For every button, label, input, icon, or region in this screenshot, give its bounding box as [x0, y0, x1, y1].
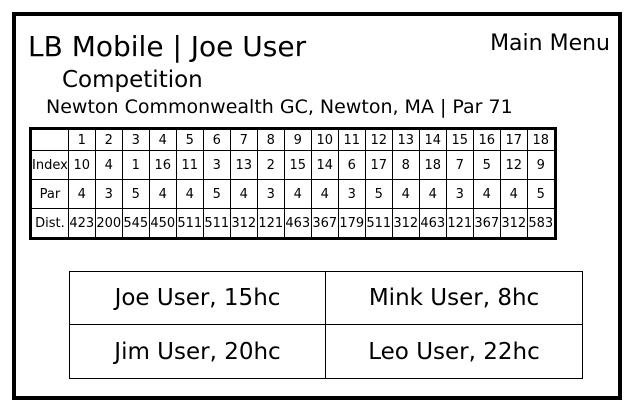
- hole-number-cell: 4: [148, 128, 177, 151]
- hole-number-cell: 10: [310, 128, 339, 151]
- player-button[interactable]: Jim User, 20hc: [70, 325, 326, 378]
- course-info: Newton Commonwealth GC, Newton, MA | Par…: [46, 96, 513, 118]
- scorecard-cell: 3: [445, 179, 474, 209]
- player-button[interactable]: Joe User, 15hc: [70, 272, 326, 325]
- hole-number-cell: 8: [256, 128, 285, 151]
- scorecard-cell: 450: [148, 208, 177, 239]
- scorecard-cell: 5: [526, 179, 556, 209]
- scorecard-cell: 4: [499, 179, 528, 209]
- player-button[interactable]: Leo User, 22hc: [368, 338, 540, 365]
- scorecard-cell: 4: [283, 179, 312, 209]
- hole-number-cell: 7: [229, 128, 258, 151]
- scorecard-cell: 179: [337, 208, 366, 239]
- app-title: LB Mobile | Joe User: [28, 30, 307, 63]
- scorecard-row: Dist. 423 200 545 450 511 511 312 121 463 367 179 51…: [30, 208, 556, 239]
- scorecard-row: Par 4 3 5 4 4 5 4 3 4 4 3 5 4 4 3 4 4 5: [30, 179, 556, 209]
- scorecard-cell: 2: [256, 150, 285, 180]
- row-label: Index: [30, 150, 69, 180]
- scorecard-cell: 545: [121, 208, 150, 239]
- hole-number-row: 1 2 3 4 5 6 7 8 9 10 11 12 13 14 15 16 17 18: [30, 128, 556, 151]
- scorecard-cell: 5: [202, 179, 231, 209]
- scorecard-cell: 12: [499, 150, 528, 180]
- scorecard-cell: 121: [256, 208, 285, 239]
- scorecard-cell: 312: [499, 208, 528, 239]
- scorecard-cell: 4: [67, 179, 96, 209]
- scorecard-cell: 18: [418, 150, 447, 180]
- scorecard-cell: 4: [391, 179, 420, 209]
- hole-number-cell: 9: [283, 128, 312, 151]
- scorecard-cell: 200: [94, 208, 123, 239]
- scorecard-row: Index 10 4 1 16 11 3 13 2 15 14 6 17 8 18 7 5 12 9: [30, 150, 556, 180]
- scorecard-cell: 1: [121, 150, 150, 180]
- scorecard-cell: 4: [418, 179, 447, 209]
- hole-number-cell: 12: [364, 128, 393, 151]
- hole-number-cell: 17: [499, 128, 528, 151]
- scorecard-cell: 367: [310, 208, 339, 239]
- scorecard-cell: 5: [472, 150, 501, 180]
- scorecard-cell: 4: [94, 150, 123, 180]
- hole-number-cell: 1: [67, 128, 96, 151]
- scorecard-cell: 423: [67, 208, 96, 239]
- table-corner: [30, 128, 69, 151]
- player-grid: Joe User, 15hc Mink User, 8hc Jim User, …: [69, 271, 583, 379]
- scorecard-cell: 15: [283, 150, 312, 180]
- hole-number-cell: 5: [175, 128, 204, 151]
- scorecard-cell: 121: [445, 208, 474, 239]
- screen-title: Competition: [62, 67, 203, 93]
- scorecard-cell: 7: [445, 150, 474, 180]
- scorecard-cell: 4: [472, 179, 501, 209]
- scorecard-cell: 4: [148, 179, 177, 209]
- row-label: Dist.: [30, 208, 69, 239]
- scorecard-cell: 9: [526, 150, 556, 180]
- scorecard-cell: 511: [175, 208, 204, 239]
- scorecard-cell: 10: [67, 150, 96, 180]
- app-window: LB Mobile | Joe User Main Menu Competiti…: [12, 12, 622, 400]
- scorecard-cell: 8: [391, 150, 420, 180]
- scorecard-cell: 3: [94, 179, 123, 209]
- scorecard-cell: 511: [364, 208, 393, 239]
- scorecard-cell: 367: [472, 208, 501, 239]
- scorecard-cell: 17: [364, 150, 393, 180]
- scorecard-cell: 5: [364, 179, 393, 209]
- scorecard-cell: 4: [310, 179, 339, 209]
- scorecard-cell: 14: [310, 150, 339, 180]
- scorecard-cell: 6: [337, 150, 366, 180]
- scorecard-cell: 4: [175, 179, 204, 209]
- scorecard-cell: 463: [283, 208, 312, 239]
- scorecard-cell: 3: [256, 179, 285, 209]
- hole-number-cell: 18: [526, 128, 556, 151]
- scorecard-cell: 13: [229, 150, 258, 180]
- scorecard-cell: 312: [229, 208, 258, 239]
- scorecard-cell: 312: [391, 208, 420, 239]
- scorecard-table: 1 2 3 4 5 6 7 8 9 10 11 12 13 14 15 16 17 18 Index 10 4 1 16 11…: [29, 127, 557, 240]
- player-button[interactable]: Mink User, 8hc: [326, 272, 582, 325]
- scorecard-cell: 4: [229, 179, 258, 209]
- scorecard-cell: 11: [175, 150, 204, 180]
- hole-number-cell: 6: [202, 128, 231, 151]
- scorecard-cell: 3: [202, 150, 231, 180]
- scorecard-cell: 16: [148, 150, 177, 180]
- scorecard-cell: 583: [526, 208, 556, 239]
- scorecard-cell: 3: [337, 179, 366, 209]
- scorecard-cell: 5: [121, 179, 150, 209]
- hole-number-cell: 3: [121, 128, 150, 151]
- hole-number-cell: 13: [391, 128, 420, 151]
- hole-number-cell: 14: [418, 128, 447, 151]
- row-label: Par: [30, 179, 69, 209]
- main-menu-link[interactable]: Main Menu: [490, 31, 610, 56]
- scorecard-cell: 511: [202, 208, 231, 239]
- hole-number-cell: 2: [94, 128, 123, 151]
- hole-number-cell: 11: [337, 128, 366, 151]
- hole-number-cell: 15: [445, 128, 474, 151]
- scorecard-cell: 463: [418, 208, 447, 239]
- hole-number-cell: 16: [472, 128, 501, 151]
